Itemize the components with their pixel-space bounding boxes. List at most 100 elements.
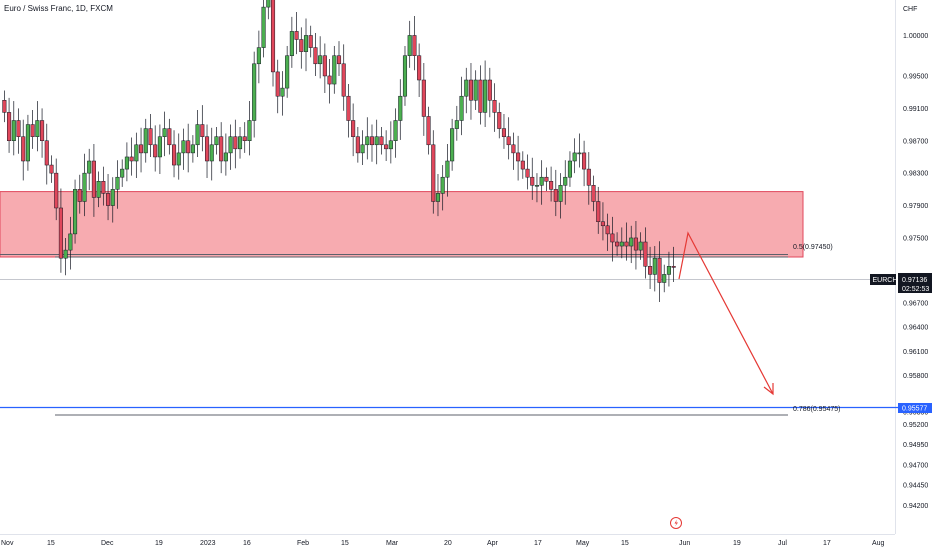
time-axis[interactable]: Nov 15 Dec 19 2023 16 Feb 15 Mar 20 Apr 17 May 15 Jun 1…: [1, 540, 885, 547]
candle-body[interactable]: [478, 79, 483, 113]
projection-arrow[interactable]: [678, 231, 774, 396]
candle-body[interactable]: [139, 144, 144, 154]
candle-body[interactable]: [167, 128, 172, 146]
candle-body[interactable]: [633, 237, 638, 251]
candle-body[interactable]: [318, 55, 323, 65]
candle-body[interactable]: [233, 136, 238, 150]
candle-body[interactable]: [294, 31, 299, 40]
candle-body[interactable]: [256, 47, 261, 65]
candle-body[interactable]: [195, 124, 200, 146]
candle-body[interactable]: [275, 71, 280, 97]
candle-body[interactable]: [374, 136, 379, 146]
candle-body[interactable]: [134, 144, 139, 162]
candle-body[interactable]: [539, 176, 544, 186]
candle-body[interactable]: [563, 176, 568, 186]
candle-body[interactable]: [261, 6, 266, 48]
candle-body[interactable]: [176, 152, 181, 166]
candle-body[interactable]: [313, 47, 318, 65]
candle-body[interactable]: [270, 0, 276, 73]
candle-body[interactable]: [322, 55, 327, 77]
candle-body[interactable]: [431, 144, 436, 202]
candle-body[interactable]: [332, 55, 337, 85]
candle-body[interactable]: [44, 140, 49, 166]
candle-body[interactable]: [181, 140, 186, 154]
candle-body[interactable]: [666, 266, 671, 275]
candle-body[interactable]: [49, 164, 54, 174]
supply-zone[interactable]: [0, 191, 804, 258]
candle-body[interactable]: [454, 120, 459, 129]
candle-body[interactable]: [657, 257, 662, 283]
candle-body[interactable]: [549, 181, 554, 190]
candle-body[interactable]: [586, 168, 591, 186]
candle-body[interactable]: [308, 35, 313, 48]
candle-body[interactable]: [572, 152, 577, 162]
candle-body[interactable]: [520, 160, 525, 170]
candle-body[interactable]: [662, 274, 667, 283]
candle-body[interactable]: [421, 79, 426, 117]
candle-body[interactable]: [280, 87, 285, 97]
candle-body[interactable]: [25, 124, 30, 162]
candle-body[interactable]: [186, 140, 191, 154]
candle-body[interactable]: [247, 120, 252, 141]
candle-body[interactable]: [619, 241, 624, 247]
candle-body[interactable]: [303, 35, 309, 52]
candle-body[interactable]: [228, 136, 233, 154]
candle-body[interactable]: [525, 168, 530, 178]
price-axis[interactable]: 1.00000 0.99500 0.99100 0.98700 0.98300 0.979…: [903, 33, 928, 510]
candle-body[interactable]: [596, 201, 601, 222]
candle-body[interactable]: [643, 241, 648, 267]
candle-body[interactable]: [148, 128, 153, 146]
candle-body[interactable]: [638, 241, 643, 251]
candle-body[interactable]: [407, 35, 412, 56]
candle-body[interactable]: [115, 176, 120, 190]
candle-body[interactable]: [544, 176, 549, 182]
candle-body[interactable]: [237, 136, 243, 150]
candle-body[interactable]: [450, 128, 455, 162]
candle-body[interactable]: [200, 124, 205, 137]
candle-body[interactable]: [124, 156, 129, 170]
candle-body[interactable]: [21, 136, 26, 162]
candle-body[interactable]: [600, 221, 605, 227]
candle-body[interactable]: [54, 172, 59, 209]
candle-body[interactable]: [384, 144, 389, 150]
candle-body[interactable]: [219, 136, 224, 162]
candle-body[interactable]: [101, 181, 106, 194]
candle-body[interactable]: [605, 225, 610, 235]
candle-body[interactable]: [426, 116, 431, 146]
candle-body[interactable]: [2, 100, 7, 113]
projection-path[interactable]: [678, 231, 774, 395]
candle-body[interactable]: [285, 55, 290, 89]
candle-body[interactable]: [445, 160, 450, 178]
candle-body[interactable]: [567, 160, 572, 178]
candle-body[interactable]: [582, 152, 587, 170]
candle-body[interactable]: [73, 189, 78, 235]
candle-body[interactable]: [68, 233, 73, 251]
candle-body[interactable]: [30, 124, 35, 137]
candle-body[interactable]: [129, 156, 134, 162]
candle-body[interactable]: [487, 79, 492, 101]
candle-body[interactable]: [336, 55, 342, 65]
candle-body[interactable]: [553, 189, 558, 202]
candle-body[interactable]: [558, 185, 563, 202]
candle-body[interactable]: [468, 79, 474, 101]
candle-body[interactable]: [11, 120, 16, 141]
candle-body[interactable]: [120, 168, 125, 178]
candle-body[interactable]: [417, 55, 422, 81]
candle-body[interactable]: [204, 136, 210, 162]
candle-body[interactable]: [223, 152, 228, 162]
candle-body[interactable]: [16, 120, 21, 137]
candle-body[interactable]: [440, 176, 445, 194]
candle-body[interactable]: [516, 152, 521, 162]
candle-body[interactable]: [58, 207, 63, 259]
candle-body[interactable]: [106, 193, 111, 206]
candle-body[interactable]: [63, 249, 68, 259]
candle-body[interactable]: [110, 189, 115, 206]
candle-body[interactable]: [652, 257, 657, 275]
candle-body[interactable]: [346, 95, 351, 121]
candle-body[interactable]: [153, 144, 158, 158]
candle-body[interactable]: [190, 144, 195, 154]
candle-body[interactable]: [530, 176, 535, 186]
candle-body[interactable]: [511, 144, 516, 154]
candle-body[interactable]: [473, 79, 478, 101]
candle-body[interactable]: [40, 120, 45, 141]
